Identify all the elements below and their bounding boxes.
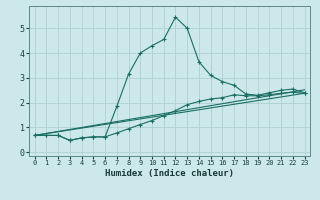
X-axis label: Humidex (Indice chaleur): Humidex (Indice chaleur)	[105, 169, 234, 178]
